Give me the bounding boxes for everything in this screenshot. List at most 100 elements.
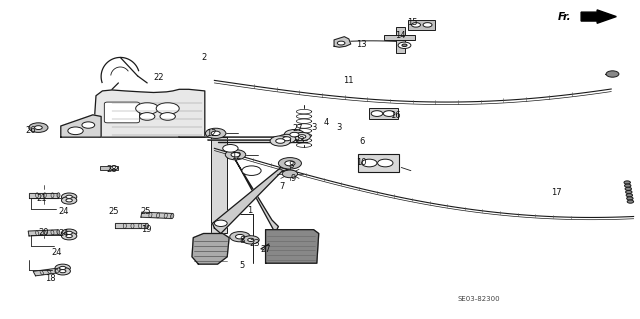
Text: 10: 10 [356, 158, 367, 167]
Circle shape [61, 232, 77, 240]
Polygon shape [192, 234, 229, 264]
Circle shape [66, 199, 72, 202]
Circle shape [160, 113, 175, 120]
Circle shape [412, 23, 420, 27]
Circle shape [362, 159, 377, 167]
FancyBboxPatch shape [100, 166, 118, 170]
Circle shape [211, 131, 220, 136]
Text: 24: 24 [59, 207, 69, 216]
Text: 18: 18 [45, 274, 55, 283]
FancyBboxPatch shape [104, 102, 140, 123]
Circle shape [402, 44, 407, 47]
Text: SE03-82300: SE03-82300 [458, 296, 500, 302]
Circle shape [230, 232, 250, 242]
Circle shape [61, 229, 77, 237]
Polygon shape [212, 166, 288, 234]
Polygon shape [29, 193, 58, 198]
Text: 6: 6 [359, 137, 364, 146]
Text: 13: 13 [356, 40, 367, 48]
FancyArrow shape [581, 10, 616, 23]
Text: 24: 24 [59, 229, 69, 238]
Bar [396, 27, 405, 53]
Circle shape [283, 137, 291, 141]
Text: 9: 9 [291, 174, 296, 182]
Circle shape [68, 127, 83, 135]
Circle shape [606, 71, 619, 77]
Circle shape [61, 193, 77, 201]
Polygon shape [141, 212, 173, 219]
Circle shape [225, 150, 246, 160]
Circle shape [110, 166, 118, 170]
Circle shape [236, 234, 244, 239]
Circle shape [290, 132, 299, 137]
Ellipse shape [57, 193, 60, 198]
Ellipse shape [57, 230, 60, 235]
Circle shape [242, 166, 261, 175]
Circle shape [371, 111, 383, 116]
Polygon shape [61, 115, 101, 137]
Circle shape [625, 184, 631, 187]
Polygon shape [95, 89, 205, 137]
Circle shape [270, 136, 291, 146]
Circle shape [214, 220, 227, 226]
Circle shape [398, 42, 411, 48]
Circle shape [626, 194, 632, 197]
Text: 4: 4 [324, 118, 329, 127]
Ellipse shape [60, 268, 63, 272]
Circle shape [284, 130, 305, 140]
Circle shape [298, 135, 306, 138]
FancyBboxPatch shape [408, 20, 435, 30]
Text: 12: 12 [232, 152, 242, 161]
Bar [211, 137, 227, 233]
Polygon shape [334, 37, 351, 47]
Circle shape [35, 126, 42, 130]
Circle shape [423, 23, 432, 27]
Circle shape [66, 231, 72, 234]
Text: 1: 1 [247, 206, 252, 215]
Text: 14: 14 [395, 31, 405, 40]
Text: 19: 19 [141, 225, 151, 234]
Text: 25: 25 [109, 207, 119, 216]
Circle shape [627, 197, 633, 200]
Text: 8: 8 [289, 161, 294, 170]
Circle shape [282, 170, 298, 178]
Text: 7: 7 [279, 182, 284, 191]
Circle shape [223, 145, 238, 152]
Text: 12: 12 [206, 130, 216, 138]
Text: 28: 28 [107, 165, 117, 174]
Text: 20: 20 [38, 228, 49, 237]
Circle shape [625, 187, 632, 190]
Circle shape [156, 103, 179, 114]
Circle shape [66, 195, 72, 198]
Circle shape [278, 158, 301, 169]
Text: 25: 25 [141, 207, 151, 216]
Circle shape [231, 152, 240, 157]
Circle shape [82, 122, 95, 128]
Text: 24: 24 [51, 248, 61, 257]
Text: 2: 2 [201, 53, 206, 62]
Polygon shape [227, 147, 278, 233]
Ellipse shape [145, 223, 148, 228]
Circle shape [627, 200, 634, 203]
Circle shape [205, 128, 226, 138]
Circle shape [278, 134, 296, 143]
Text: 21: 21 [36, 194, 47, 203]
Text: 27: 27 [292, 124, 303, 133]
Circle shape [29, 123, 48, 132]
Polygon shape [33, 268, 63, 276]
Circle shape [625, 190, 632, 194]
Text: 5: 5 [239, 261, 244, 270]
Circle shape [337, 41, 345, 45]
Text: 27: 27 [260, 245, 271, 254]
Circle shape [248, 238, 254, 241]
Circle shape [60, 266, 66, 270]
Ellipse shape [171, 213, 174, 219]
Circle shape [285, 161, 295, 166]
Circle shape [383, 111, 395, 116]
Text: 26: 26 [26, 126, 36, 135]
Circle shape [624, 181, 630, 184]
Circle shape [140, 113, 155, 120]
Text: 8: 8 [239, 236, 244, 245]
Circle shape [276, 139, 285, 143]
Text: 15: 15 [408, 18, 418, 27]
